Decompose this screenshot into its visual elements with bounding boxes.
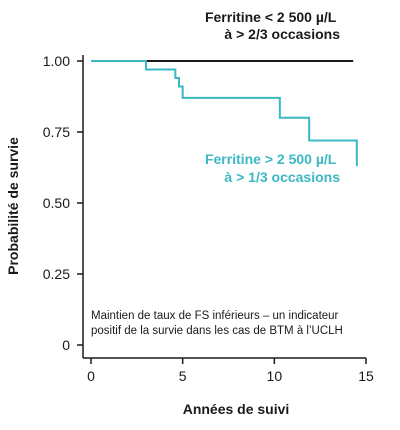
y-axis-title: Probabilité de survie bbox=[5, 137, 21, 275]
legend: Ferritine < 2 500 µ/L à > 2/3 occasions … bbox=[205, 9, 340, 185]
axes bbox=[82, 55, 366, 359]
x-tick-label: 5 bbox=[179, 368, 187, 384]
x-tick-label: 0 bbox=[87, 368, 95, 384]
x-tick-label: 15 bbox=[358, 368, 374, 384]
y-tick-label: 0 bbox=[62, 337, 70, 353]
legend-black-line-1: Ferritine < 2 500 µ/L bbox=[205, 9, 337, 25]
series-lines bbox=[91, 60, 358, 167]
y-tick-label: 1.00 bbox=[43, 53, 70, 69]
y-tick-label: 0.50 bbox=[43, 195, 70, 211]
legend-cyan-series: Ferritine > 2 500 µ/L à > 1/3 occasions bbox=[205, 151, 340, 185]
x-tick-label: 10 bbox=[267, 368, 283, 384]
ticks: 0 5 10 15 0 0.25 0.50 0.75 1.00 bbox=[43, 53, 374, 384]
y-tick-label: 0.75 bbox=[43, 124, 70, 140]
legend-black-series: Ferritine < 2 500 µ/L à > 2/3 occasions bbox=[205, 9, 340, 42]
legend-cyan-line-2: à > 1/3 occasions bbox=[224, 169, 340, 185]
legend-black-line-2: à > 2/3 occasions bbox=[224, 26, 340, 42]
annotation-line-1: Maintien de taux de FS inférieurs – un i… bbox=[91, 310, 339, 322]
x-axis-title: Années de suivi bbox=[183, 401, 290, 417]
annotation-line-2: positif de la survie dans les cas de BTM… bbox=[91, 325, 343, 337]
annotation-text: Maintien de taux de FS inférieurs – un i… bbox=[91, 310, 343, 337]
y-tick-label: 0.25 bbox=[43, 266, 70, 282]
legend-cyan-line-1: Ferritine > 2 500 µ/L bbox=[205, 151, 337, 167]
series-line-cyan bbox=[91, 60, 358, 167]
